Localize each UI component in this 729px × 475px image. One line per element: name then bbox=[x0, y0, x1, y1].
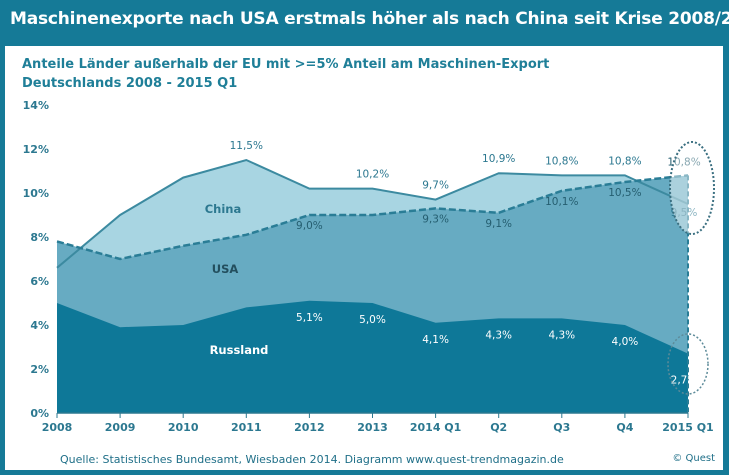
highlight-ellipse bbox=[667, 333, 709, 395]
data-label: 9,7% bbox=[422, 180, 449, 192]
chart-subtitle: Anteile Länder außerhalb der EU mit >=5%… bbox=[22, 55, 549, 93]
data-label: 9,3% bbox=[422, 213, 449, 225]
chart-title-line2: Deutschlands 2008 - 2015 Q1 bbox=[22, 76, 238, 91]
data-label: 5,0% bbox=[359, 314, 386, 326]
series-label: USA bbox=[212, 262, 239, 276]
y-tick-label: 10% bbox=[23, 187, 49, 200]
x-tick-label: 2008 bbox=[42, 421, 73, 434]
chart-title-line1: Anteile Länder außerhalb der EU mit >=5%… bbox=[22, 57, 550, 72]
data-label: 4,0% bbox=[612, 336, 639, 348]
x-tick-label: Q4 bbox=[616, 421, 633, 434]
x-tick-label: 2009 bbox=[105, 421, 136, 434]
x-tick-label: 2013 bbox=[357, 421, 388, 434]
x-tick-label: Q2 bbox=[490, 421, 507, 434]
data-label: 10,8% bbox=[608, 155, 641, 167]
y-tick-label: 0% bbox=[30, 407, 49, 420]
data-label: 10,9% bbox=[482, 153, 515, 165]
series-label: Russland bbox=[210, 343, 269, 357]
x-tick-label: Q3 bbox=[553, 421, 570, 434]
highlight-ellipse bbox=[669, 141, 715, 235]
data-label: 10,1% bbox=[545, 196, 578, 208]
y-tick-label: 6% bbox=[30, 275, 49, 288]
russland-area bbox=[57, 300, 688, 413]
copyright: © Quest bbox=[672, 453, 715, 464]
data-label: 9,0% bbox=[296, 220, 323, 232]
china-line bbox=[56, 158, 689, 269]
source-note: Quelle: Statistisches Bundesamt, Wiesbad… bbox=[60, 453, 564, 466]
data-label: 4,3% bbox=[548, 329, 575, 341]
data-label: 11,5% bbox=[230, 140, 263, 152]
y-tick-label: 12% bbox=[23, 143, 49, 156]
data-label: 4,1% bbox=[422, 334, 449, 346]
data-label: 5,1% bbox=[296, 312, 323, 324]
data-label: 10,2% bbox=[356, 169, 389, 181]
x-tick-label: 2011 bbox=[231, 421, 262, 434]
x-tick-label: 2010 bbox=[168, 421, 199, 434]
data-label: 10,8% bbox=[545, 155, 578, 167]
data-label: 10,8% bbox=[667, 156, 700, 168]
series-label: China bbox=[205, 202, 242, 216]
data-label: 4,3% bbox=[485, 329, 512, 341]
y-tick-label: 2% bbox=[30, 363, 49, 376]
y-tick-label: 4% bbox=[30, 319, 49, 332]
x-tick-label: 2012 bbox=[294, 421, 325, 434]
usa-line bbox=[56, 174, 689, 261]
data-label: 10,5% bbox=[608, 187, 641, 199]
x-tick-label: 2015 Q1 bbox=[662, 421, 713, 434]
data-label: 9,5% bbox=[671, 207, 698, 219]
page-title: Maschinenexporte nach USA erstmals höher… bbox=[10, 9, 729, 29]
data-label: 9,1% bbox=[485, 218, 512, 230]
y-tick-label: 14% bbox=[23, 99, 49, 112]
data-label: 2,7% bbox=[671, 375, 698, 387]
x-tick-label: 2014 Q1 bbox=[410, 421, 461, 434]
y-tick-label: 8% bbox=[30, 231, 49, 244]
